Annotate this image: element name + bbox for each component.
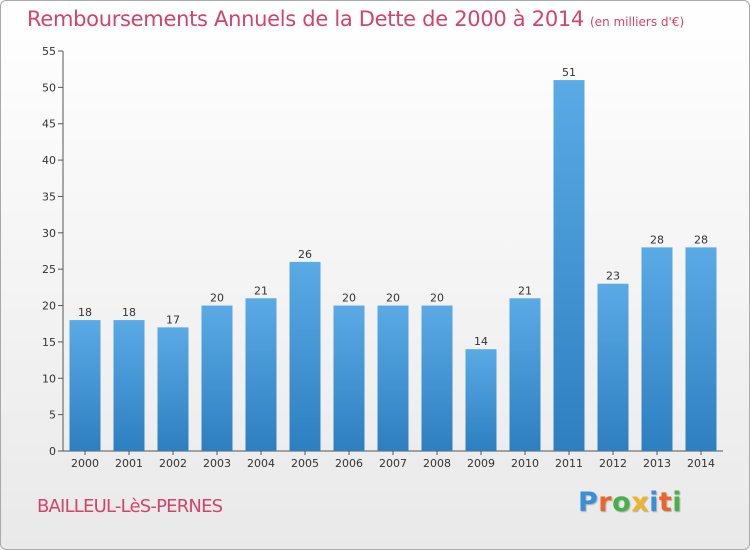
y-tick-label: 10 xyxy=(42,372,56,385)
bar-label-2010: 21 xyxy=(518,284,532,297)
logo-letter-3: x xyxy=(631,487,650,518)
bar-2000 xyxy=(69,320,101,451)
bar-2003 xyxy=(201,305,233,451)
y-tick-label: 30 xyxy=(42,227,56,240)
logo-letter-4: i xyxy=(649,487,659,518)
x-tick-label: 2006 xyxy=(335,457,363,470)
bar-label-2000: 18 xyxy=(78,306,92,319)
x-axis: 2000 2001 2002 2003 2004 2005 2006 2007 2008 2009… xyxy=(63,450,723,470)
y-tick-label: 50 xyxy=(42,81,56,94)
x-tick-label: 2005 xyxy=(291,457,319,470)
x-tick-label: 2001 xyxy=(115,457,143,470)
bar-label-2007: 20 xyxy=(386,292,400,305)
bar-2006 xyxy=(333,305,365,451)
bar-2004 xyxy=(245,298,277,451)
bars xyxy=(69,80,717,451)
bar-2010 xyxy=(509,298,541,451)
x-tick-label: 2011 xyxy=(555,457,583,470)
x-tick-label: 2004 xyxy=(247,457,275,470)
y-tick-label: 45 xyxy=(42,118,56,131)
bar-2014 xyxy=(685,247,717,451)
logo-letter-5: t xyxy=(658,487,673,518)
bar-label-2004: 21 xyxy=(254,284,268,297)
y-tick-label: 35 xyxy=(42,190,56,203)
logo-letter-6: i xyxy=(672,487,683,518)
bar-label-2014: 28 xyxy=(694,233,708,246)
x-tick-label: 2007 xyxy=(379,457,407,470)
bar-2007 xyxy=(377,305,409,451)
x-tick-label: 2012 xyxy=(599,457,627,470)
chart-title: Remboursements Annuels de la Dette de 20… xyxy=(27,7,684,31)
x-tick-label: 2013 xyxy=(643,457,671,470)
y-tick-label: 20 xyxy=(42,300,56,313)
y-axis: 0 5 10 15 20 25 30 35 40 45 50 55 xyxy=(42,45,64,458)
y-tick-label: 25 xyxy=(42,263,56,276)
bar-label-2006: 20 xyxy=(342,292,356,305)
logo-letter-1: r xyxy=(598,487,613,518)
logo-letter-0: P xyxy=(578,487,599,518)
x-tick-label: 2009 xyxy=(467,457,495,470)
bar-2012 xyxy=(597,283,629,451)
bar-label-2005: 26 xyxy=(298,248,312,261)
bar-label-2012: 23 xyxy=(606,270,620,283)
x-tick-label: 2002 xyxy=(159,457,187,470)
title-text: Remboursements Annuels de la Dette de 20… xyxy=(27,7,584,31)
bar-label-2003: 20 xyxy=(210,292,224,305)
bar-label-2008: 20 xyxy=(430,292,444,305)
units-label: (en milliers d'€) xyxy=(590,15,685,29)
y-tick-label: 40 xyxy=(42,154,56,167)
bar-label-2011: 51 xyxy=(562,66,576,79)
x-tick-label: 2008 xyxy=(423,457,451,470)
bar-label-2009: 14 xyxy=(474,335,488,348)
proxiti-logo[interactable]: Proxiti xyxy=(578,487,682,518)
bar-2008 xyxy=(421,305,453,451)
bar-2005 xyxy=(289,261,321,451)
x-tick-label: 2010 xyxy=(511,457,539,470)
x-tick-label: 2014 xyxy=(687,457,715,470)
logo-letter-2: o xyxy=(612,487,632,518)
bar-2001 xyxy=(113,320,145,451)
bar-2002 xyxy=(157,327,189,451)
bar-label-2002: 17 xyxy=(166,313,180,326)
bar-label-2001: 18 xyxy=(122,306,136,319)
y-tick-label: 5 xyxy=(49,409,56,422)
bar-2009 xyxy=(465,349,497,451)
bar-2011 xyxy=(553,80,585,451)
y-tick-label: 55 xyxy=(42,45,56,58)
x-tick-label: 2000 xyxy=(71,457,99,470)
y-tick-label: 15 xyxy=(42,336,56,349)
bar-value-labels: 18 18 17 20 21 26 20 20 20 14 21 51 23 28 28 xyxy=(78,66,708,348)
y-tick-label: 0 xyxy=(49,445,56,458)
bar-label-2013: 28 xyxy=(650,233,664,246)
bar-2013 xyxy=(641,247,673,451)
x-tick-label: 2003 xyxy=(203,457,231,470)
commune-name: BAILLEUL-LèS-PERNES xyxy=(37,496,223,517)
